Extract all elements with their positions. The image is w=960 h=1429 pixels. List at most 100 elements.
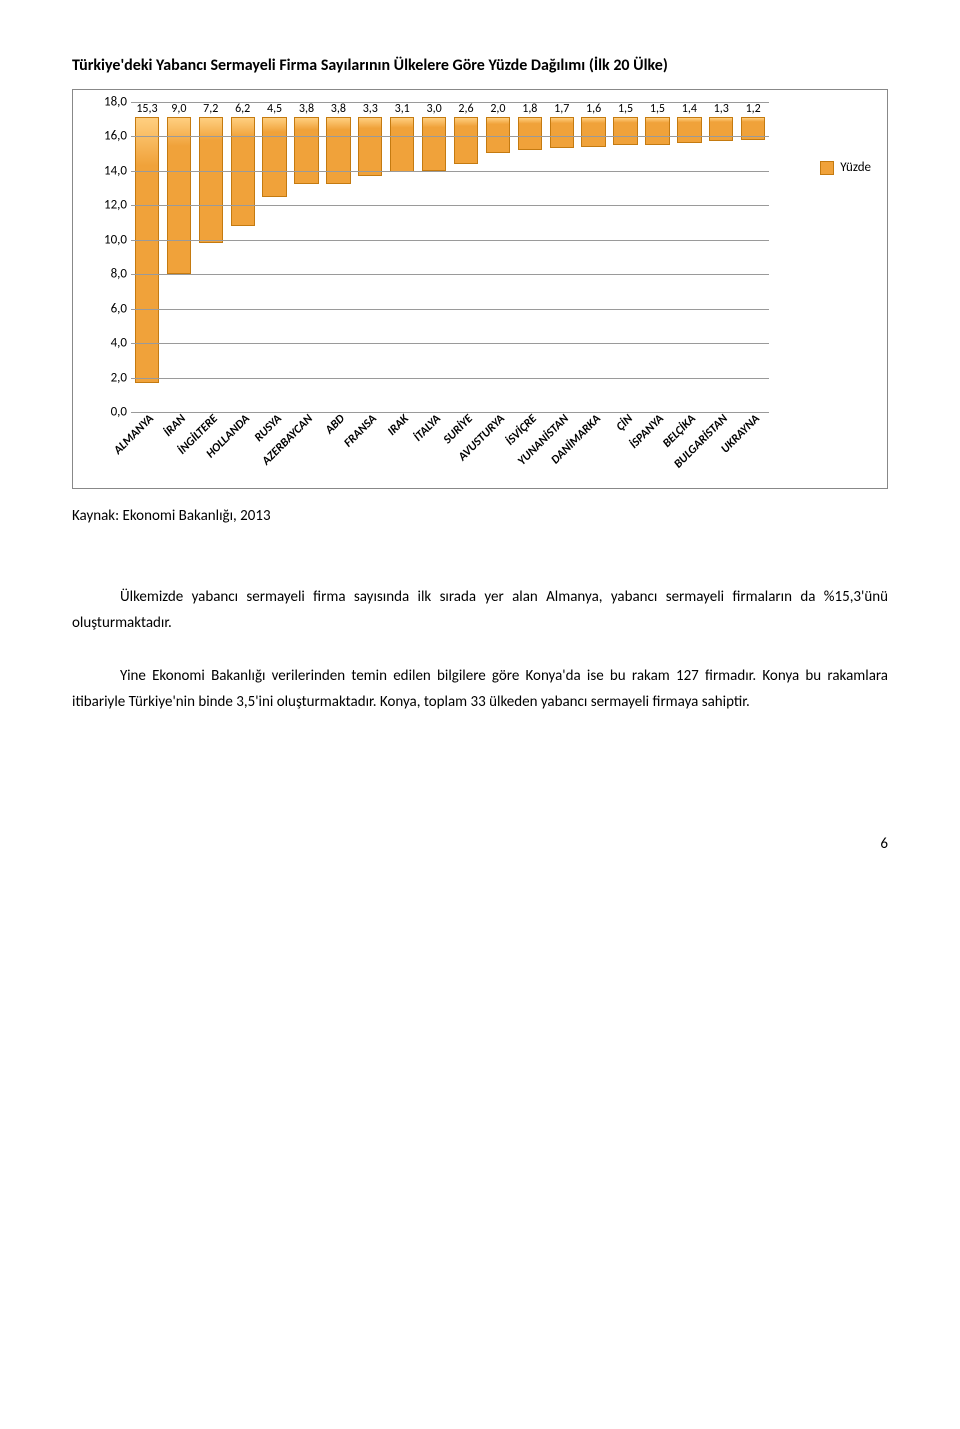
gridline (131, 309, 769, 310)
bar (709, 117, 733, 141)
data-label: 1,7 (554, 102, 569, 116)
bar-column: 4,5 (259, 102, 291, 412)
bar (422, 117, 446, 171)
y-tick-label: 2,0 (111, 370, 127, 385)
gridline (131, 378, 769, 379)
bar-column: 2,6 (450, 102, 482, 412)
bar-column: 3,1 (386, 102, 418, 412)
bar-chart: 0,0 2,0 4,0 6,0 8,0 10,0 12,0 14,0 16,0 18,0 15,3… (72, 89, 888, 489)
bar-column: 1,7 (546, 102, 578, 412)
data-label: 3,3 (363, 102, 378, 116)
page-number: 6 (72, 835, 888, 853)
data-label: 1,3 (714, 102, 729, 116)
category-column: UKRAYNA (737, 412, 769, 482)
data-label: 7,2 (203, 102, 218, 116)
bar-column: 2,0 (482, 102, 514, 412)
bar (550, 117, 574, 148)
y-tick-label: 4,0 (111, 336, 127, 351)
x-axis: ALMANYAİRANİNGİLTEREHOLLANDARUSYAAZERBAY… (131, 412, 769, 482)
data-label: 1,4 (682, 102, 697, 116)
category-column: IRAK (386, 412, 418, 482)
bar-column: 3,8 (322, 102, 354, 412)
legend: Yüzde (820, 160, 871, 175)
gridline (131, 240, 769, 241)
category-column: AZERBAYCAN (291, 412, 323, 482)
gridline (131, 136, 769, 137)
data-label: 3,1 (395, 102, 410, 116)
chart-title: Türkiye'deki Yabancı Sermayeli Firma Say… (72, 56, 888, 75)
bar (454, 117, 478, 164)
data-label: 3,0 (427, 102, 442, 116)
category-column: HOLLANDA (227, 412, 259, 482)
gridline (131, 343, 769, 344)
data-label: 1,6 (586, 102, 601, 116)
category-label: IRAK (385, 412, 412, 439)
bar-column: 6,2 (227, 102, 259, 412)
y-tick-label: 8,0 (111, 267, 127, 282)
category-label: İRAN (161, 412, 189, 440)
data-label: 1,8 (522, 102, 537, 116)
bar-column: 3,0 (418, 102, 450, 412)
data-label: 1,5 (618, 102, 633, 116)
plot-area: 15,3 9,0 7,2 6,2 4,5 3,8 3,8 3,3 3,1 3,0 2,6 2,0 1,8… (131, 102, 769, 412)
data-label: 4,5 (267, 102, 282, 116)
bar-column: 3,3 (354, 102, 386, 412)
bar-column: 1,5 (610, 102, 642, 412)
bar (518, 117, 542, 150)
y-tick-label: 10,0 (104, 232, 127, 247)
y-tick-label: 6,0 (111, 301, 127, 316)
category-column: FRANSA (354, 412, 386, 482)
y-tick-label: 18,0 (104, 95, 127, 110)
bar (613, 117, 637, 145)
data-label: 3,8 (299, 102, 314, 116)
paragraph-1: Ülkemizde yabancı sermayeli firma sayısı… (72, 585, 888, 636)
data-label: 3,8 (331, 102, 346, 116)
data-label: 15,3 (136, 102, 157, 116)
gridline (131, 171, 769, 172)
bar (358, 117, 382, 176)
bar (645, 117, 669, 145)
category-label: ÇİN (613, 412, 635, 434)
data-label: 6,2 (235, 102, 250, 116)
data-label: 1,2 (746, 102, 761, 116)
data-label: 2,6 (458, 102, 473, 116)
data-label: 2,0 (490, 102, 505, 116)
bar (581, 117, 605, 147)
category-column: İTALYA (418, 412, 450, 482)
bar-column: 1,4 (673, 102, 705, 412)
bar-column: 1,2 (737, 102, 769, 412)
chart-inner: 0,02,04,06,08,010,012,014,016,018,0 15,3… (81, 102, 879, 482)
data-label: 1,5 (650, 102, 665, 116)
gridline (131, 102, 769, 103)
y-tick-label: 12,0 (104, 198, 127, 213)
y-axis: 0,02,04,06,08,010,012,014,016,018,0 (81, 102, 131, 412)
bar-column: 9,0 (163, 102, 195, 412)
category-column: ALMANYA (131, 412, 163, 482)
bar-column: 1,6 (578, 102, 610, 412)
legend-swatch-icon (820, 161, 834, 175)
bar (167, 117, 191, 274)
bar (486, 117, 510, 153)
bar (390, 117, 414, 172)
legend-label: Yüzde (840, 160, 871, 175)
y-tick-label: 16,0 (104, 129, 127, 144)
paragraph-2: Yine Ekonomi Bakanlığı verilerinden temi… (72, 664, 888, 715)
bar-column: 3,8 (291, 102, 323, 412)
y-tick-label: 14,0 (104, 163, 127, 178)
bar-column: 1,8 (514, 102, 546, 412)
bar (326, 117, 350, 184)
bar-column: 7,2 (195, 102, 227, 412)
category-column: DANİMARKA (578, 412, 610, 482)
bar (677, 117, 701, 143)
document-page: Türkiye'deki Yabancı Sermayeli Firma Say… (0, 0, 960, 908)
bar (262, 117, 286, 197)
source-line: Kaynak: Ekonomi Bakanlığı, 2013 (72, 507, 888, 525)
y-tick-label: 0,0 (111, 405, 127, 420)
data-label: 9,0 (171, 102, 186, 116)
bar-column: 1,3 (705, 102, 737, 412)
category-column: AVUSTURYA (482, 412, 514, 482)
bar (294, 117, 318, 184)
gridline (131, 205, 769, 206)
bars-row: 15,3 9,0 7,2 6,2 4,5 3,8 3,8 3,3 3,1 3,0 2,6 2,0 1,8… (131, 102, 769, 412)
gridline (131, 274, 769, 275)
